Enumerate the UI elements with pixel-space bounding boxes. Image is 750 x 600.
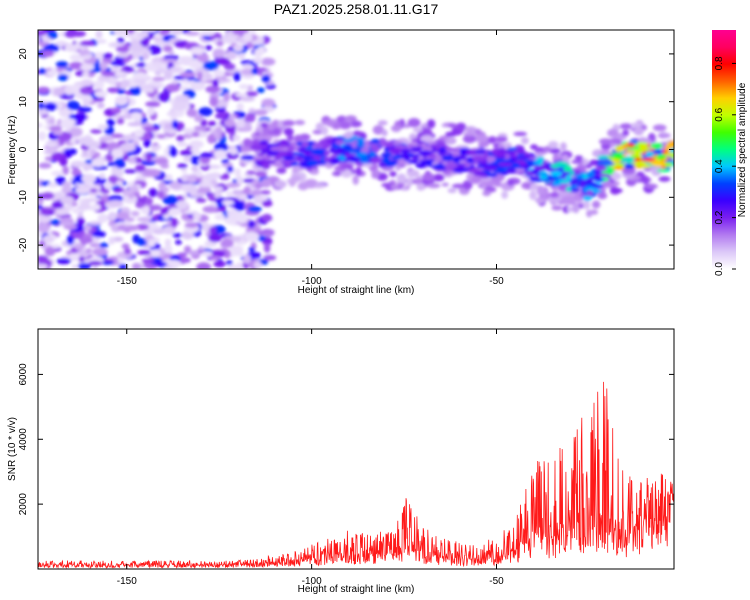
snr-panel: -150 -100 -50 2000 4000 6000 Height of strai… — [7, 328, 675, 595]
spectrogram-y-tick-label: 0 — [18, 146, 29, 152]
snr-y-tick-label: 2000 — [18, 493, 29, 516]
snr-x-ticks: -150 -100 -50 — [117, 329, 504, 587]
snr-y-tick-label: 6000 — [18, 363, 29, 386]
spectrogram-y-tick-label: 10 — [18, 96, 29, 108]
colorbar-tick-label: 0.6 — [714, 107, 725, 121]
spectrogram-blobs — [38, 30, 674, 269]
snr-frame — [37, 328, 675, 570]
figure-title: PAZ1.2025.258.01.11.G17 — [274, 1, 439, 17]
spectrogram-panel: -150 -100 -50 20 10 0 -10 -20 Height of straig… — [7, 29, 675, 296]
spectrogram-y-tick-label: -20 — [18, 237, 29, 252]
colorbar-ticks: 0.0 0.2 0.4 0.6 0.8 — [714, 56, 736, 276]
snr-x-tick-label: -50 — [489, 576, 504, 587]
colorbar-tick-label: 0.4 — [714, 159, 725, 173]
spectrogram-x-tick-label: -50 — [489, 276, 504, 287]
snr-series-line — [38, 381, 674, 569]
spectrogram-y-tick-label: -10 — [18, 190, 29, 205]
colorbar: 0.0 0.2 0.4 0.6 0.8 Normalized spectral ampl… — [712, 30, 748, 276]
colorbar-gradient — [712, 30, 736, 269]
snr-y-label: SNR (10 * v/v) — [7, 417, 18, 481]
colorbar-label: Normalized spectral amplitude — [737, 82, 748, 217]
snr-y-tick-label: 4000 — [18, 428, 29, 451]
colorbar-tick-label: 0.0 — [714, 262, 725, 276]
spectrogram-x-label: Height of straight line (km) — [298, 285, 415, 296]
spectrogram-x-tick-label: -100 — [302, 276, 322, 287]
spectrogram-y-label: Frequency (Hz) — [7, 116, 18, 185]
snr-y-ticks: 2000 4000 6000 — [18, 363, 674, 515]
spectrogram-x-tick-label: -150 — [117, 276, 137, 287]
spectrogram-x-ticks: -150 -100 -50 — [117, 30, 504, 287]
snr-x-tick-label: -100 — [302, 576, 322, 587]
colorbar-tick-label: 0.8 — [714, 56, 725, 70]
colorbar-tick-label: 0.2 — [714, 210, 725, 224]
snr-x-label: Height of straight line (km) — [298, 584, 415, 595]
spectrogram-y-ticks: 20 10 0 -10 -20 — [18, 48, 674, 252]
spectrogram-y-tick-label: 20 — [18, 48, 29, 60]
snr-x-tick-label: -150 — [117, 576, 137, 587]
